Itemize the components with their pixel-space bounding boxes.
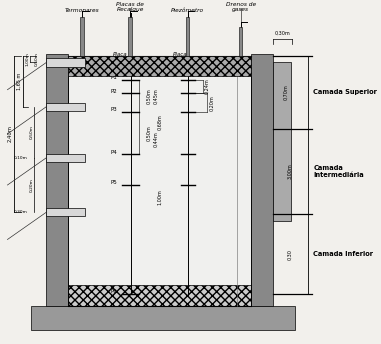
Text: 0,70m: 0,70m [284,85,289,100]
Text: P3: P3 [110,107,117,112]
Text: P2: P2 [110,88,117,94]
Text: 0,30m: 0,30m [274,31,290,36]
Text: 0,50m: 0,50m [147,126,152,141]
Text: 0,68m: 0,68m [157,114,162,130]
Bar [46,58,85,67]
Text: 1,00m: 1,00m [26,52,30,66]
Bar [31,306,295,330]
Bar [68,56,251,76]
Text: Termopares: Termopares [64,8,99,13]
Text: 0,44m: 0,44m [154,131,158,147]
Bar [68,286,251,306]
Text: Placa
A: Placa A [113,52,128,63]
Text: Placas de
Recalque: Placas de Recalque [116,2,144,12]
Text: 0,30: 0,30 [287,249,292,260]
Bar [186,17,189,56]
Text: 0,50m: 0,50m [30,125,34,139]
Text: Piezômetro: Piezômetro [171,8,204,13]
Text: 0,20m: 0,20m [210,95,215,110]
Text: 0,30m: 0,30m [14,210,28,214]
Bar [68,57,251,306]
Bar [46,154,85,162]
Text: Camada Inferior: Camada Inferior [313,251,373,257]
Text: 0,10m: 0,10m [14,156,28,160]
Text: Placa
B: Placa B [173,52,187,63]
Text: 1,65 m: 1,65 m [17,73,22,90]
Text: 2,40m: 2,40m [8,126,13,142]
Text: P4: P4 [110,150,117,155]
Bar [239,27,242,56]
Bar [273,63,291,221]
Text: 0,24m: 0,24m [204,78,209,94]
Bar [46,103,85,111]
Bar [80,17,84,56]
Text: P6: P6 [110,289,117,294]
Text: Camada Superior: Camada Superior [313,89,377,95]
Text: 3,00m: 3,00m [287,163,292,179]
Text: Drenos de
gases: Drenos de gases [226,2,256,12]
Bar [46,208,85,216]
Text: Camada
Intermediária: Camada Intermediária [313,165,364,178]
Text: P1: P1 [110,75,117,80]
Text: 0,50m: 0,50m [147,88,152,104]
Bar [251,54,273,306]
Text: 0,45m: 0,45m [154,88,158,104]
Bar [46,54,68,306]
Text: P5: P5 [110,181,117,185]
Text: 0,20m: 0,20m [30,178,34,192]
Text: 0,50m: 0,50m [35,52,39,66]
Text: 1,00m: 1,00m [157,189,162,205]
Bar [128,17,132,56]
